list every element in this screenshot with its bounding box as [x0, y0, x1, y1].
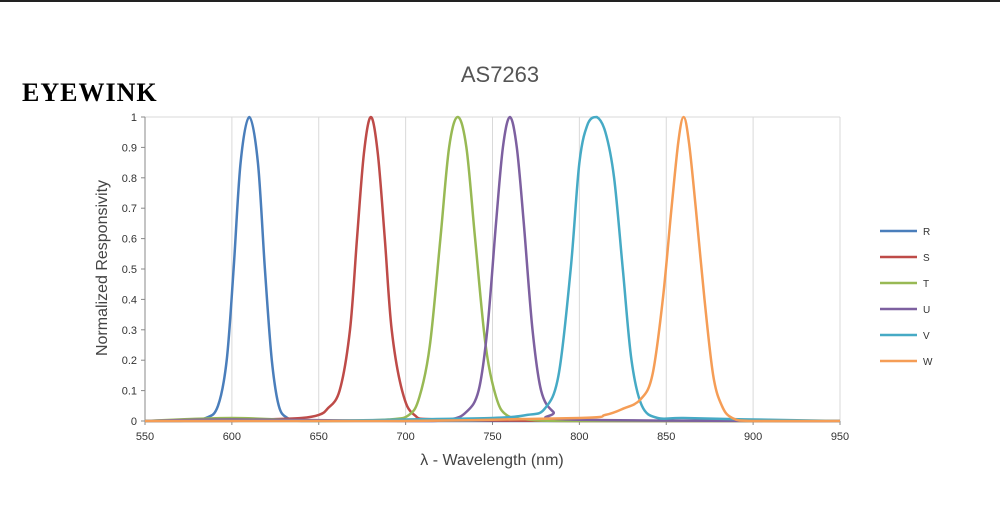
top-border — [0, 0, 1000, 2]
y-tick-label: 0.4 — [122, 294, 137, 306]
x-tick-label: 900 — [744, 431, 762, 443]
x-tick-label: 750 — [483, 431, 501, 443]
y-tick-label: 0.6 — [122, 234, 137, 246]
x-tick-label: 650 — [310, 431, 328, 443]
legend-label-t: T — [923, 279, 929, 290]
y-tick-label: 0.2 — [122, 355, 137, 367]
x-tick-label: 850 — [657, 431, 675, 443]
brand-logo: EYEWINK — [22, 78, 158, 107]
x-tick-label: 950 — [831, 431, 849, 443]
y-tick-label: 0 — [131, 416, 137, 428]
series-line-w — [144, 115, 840, 423]
x-tick-label: 550 — [136, 431, 154, 443]
legend-label-u: U — [923, 305, 930, 316]
series-lines — [144, 115, 841, 423]
legend-label-v: V — [923, 331, 930, 342]
y-tick-label: 1 — [131, 112, 137, 124]
x-tick-label: 800 — [570, 431, 588, 443]
y-tick-label: 0.7 — [122, 203, 137, 215]
legend-label-s: S — [923, 253, 930, 264]
y-tick-label: 0.8 — [122, 173, 137, 185]
y-tick-label: 0.3 — [122, 325, 137, 337]
y-tick-label: 0.9 — [122, 142, 137, 154]
series-line-v — [144, 115, 841, 423]
chart-title: AS7263 — [460, 62, 540, 87]
y-tick-label: 0.5 — [122, 264, 137, 276]
x-tick-label: 700 — [396, 431, 414, 443]
x-tick-label: 600 — [223, 431, 241, 443]
legend-label-w: W — [923, 357, 933, 368]
legend-label-r: R — [923, 227, 930, 238]
x-axis-label: λ - Wavelength (nm) — [420, 452, 564, 469]
tick-labels: 0 0.1 0.2 0.3 0.4 0.5 0.6 0.7 0.8 0.9 1 550 600 650 70… — [122, 112, 849, 443]
y-tick-label: 0.1 — [122, 386, 137, 398]
legend: R S T U V W — [880, 227, 933, 368]
